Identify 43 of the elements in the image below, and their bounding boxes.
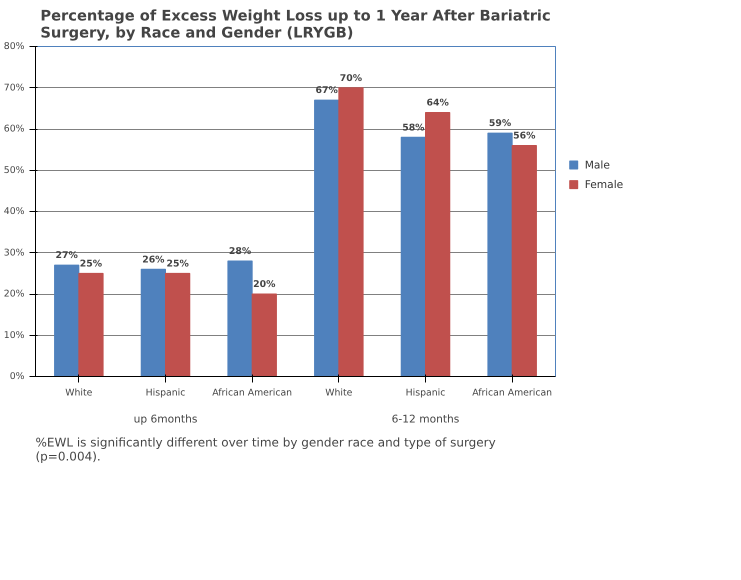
x-tick-label: African American bbox=[212, 388, 292, 398]
y-tick-label: 40% bbox=[4, 206, 25, 217]
bar bbox=[512, 145, 537, 376]
data-label: 25% bbox=[80, 258, 103, 270]
bar bbox=[140, 268, 166, 376]
data-label: 70% bbox=[340, 72, 363, 84]
y-tick-label: 30% bbox=[4, 247, 25, 258]
x-tick-label: African American bbox=[472, 388, 552, 398]
y-tick-label: 0% bbox=[10, 371, 25, 382]
x-tick-label: White bbox=[325, 388, 353, 398]
bar bbox=[314, 100, 340, 376]
text: 6-12 months bbox=[392, 412, 460, 426]
text: %EWL is significantly different over time by gender race and type of surgery (p=0.004). bbox=[36, 436, 496, 464]
text: up 6months bbox=[134, 412, 198, 426]
bar bbox=[78, 272, 104, 376]
y-tick-label: 10% bbox=[4, 330, 25, 341]
legend-label: Female bbox=[584, 178, 624, 192]
chart-title: Percentage of Excess Weight Loss up to 1 Year After Bariatric Surgery, by Race and Gender (LRYGB) bbox=[40, 8, 551, 42]
bar bbox=[400, 136, 426, 376]
bar bbox=[165, 272, 190, 376]
data-label: 20% bbox=[253, 279, 276, 290]
x-tick-label: Hispanic bbox=[406, 388, 446, 398]
bar bbox=[252, 294, 277, 376]
y-tick-label: 20% bbox=[4, 288, 25, 300]
bar bbox=[487, 132, 513, 376]
data-label: 67% bbox=[316, 85, 339, 96]
y-tick-label: 80% bbox=[4, 41, 25, 52]
bar bbox=[227, 260, 253, 376]
legend-label: Male bbox=[584, 158, 610, 172]
data-label: 59% bbox=[488, 118, 512, 130]
y-tick-label: 50% bbox=[4, 164, 25, 176]
y-tick-label: 60% bbox=[4, 124, 25, 134]
data-label: 27% bbox=[56, 250, 79, 262]
data-label: 26% bbox=[142, 254, 166, 266]
bar bbox=[338, 87, 364, 376]
data-label: 25% bbox=[166, 258, 190, 270]
bar bbox=[425, 112, 450, 376]
data-label: 56% bbox=[513, 130, 536, 142]
bar bbox=[54, 264, 80, 376]
data-label: 64% bbox=[426, 98, 450, 108]
x-tick-label: White bbox=[65, 388, 93, 398]
y-tick-label: 70% bbox=[4, 82, 25, 94]
x-tick-label: Hispanic bbox=[146, 388, 186, 398]
